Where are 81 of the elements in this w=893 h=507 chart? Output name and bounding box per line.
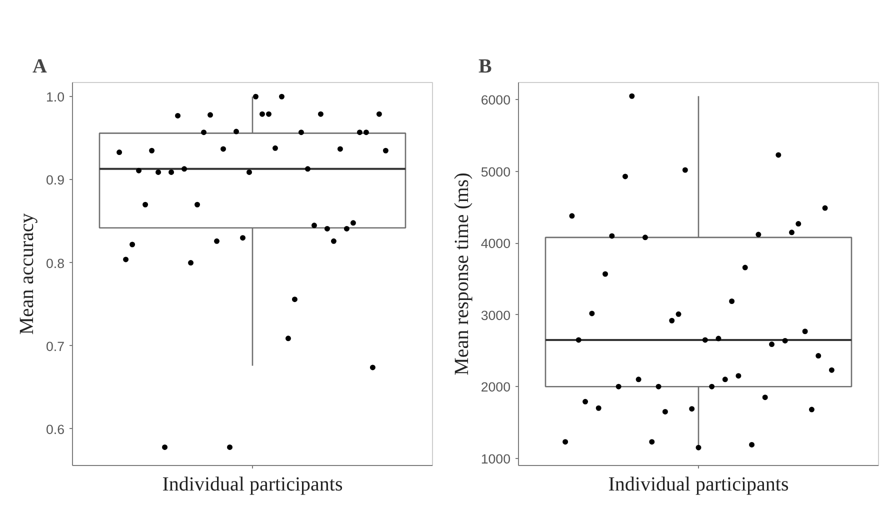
point <box>828 367 834 373</box>
y-tick-label: 1000 <box>480 451 511 466</box>
point <box>729 298 735 304</box>
y-tick-label: 2000 <box>480 380 511 395</box>
point <box>149 148 155 154</box>
point <box>344 226 350 232</box>
point <box>240 235 246 241</box>
point <box>788 230 794 236</box>
point <box>208 112 214 118</box>
point <box>376 111 382 117</box>
point <box>716 336 722 342</box>
point <box>292 296 298 302</box>
point <box>816 353 822 359</box>
point <box>220 146 226 152</box>
point <box>214 238 220 244</box>
y-tick-label: 3000 <box>480 308 511 323</box>
point <box>350 220 356 226</box>
y-tick-label: 4000 <box>480 236 511 252</box>
point <box>589 310 595 316</box>
point <box>370 364 376 370</box>
point <box>762 394 768 400</box>
point <box>662 408 668 414</box>
point <box>318 111 324 117</box>
point <box>188 260 194 266</box>
point <box>356 130 362 136</box>
point <box>175 112 181 118</box>
point <box>696 444 702 450</box>
point <box>337 146 343 152</box>
point <box>596 405 602 411</box>
point <box>311 222 317 228</box>
point <box>130 242 136 248</box>
point <box>769 342 775 348</box>
point <box>278 94 284 100</box>
chart-title: A <box>32 56 48 78</box>
y-tick-label: 0.7 <box>46 338 65 354</box>
point <box>259 111 265 117</box>
y-tick-label: 0.6 <box>46 422 65 437</box>
point <box>123 256 129 262</box>
y-tick-label: 0.9 <box>46 172 65 188</box>
x-axis-title: Individual participants <box>162 474 343 496</box>
point <box>602 271 608 277</box>
point <box>253 94 258 100</box>
point <box>324 226 330 232</box>
point <box>776 152 782 158</box>
point <box>736 373 742 379</box>
point <box>285 336 291 342</box>
point <box>802 328 808 334</box>
y-tick-label: 6000 <box>480 92 511 108</box>
point <box>569 213 575 219</box>
point <box>796 221 802 227</box>
y-tick-label: 5000 <box>480 164 511 180</box>
point <box>363 130 369 136</box>
point <box>168 169 174 175</box>
point <box>742 264 748 270</box>
y-axis-title: Mean accuracy <box>16 213 38 335</box>
point <box>330 238 336 244</box>
point <box>822 205 828 211</box>
point <box>808 406 814 412</box>
point <box>136 168 142 174</box>
point <box>682 167 688 173</box>
point <box>382 148 388 154</box>
point <box>749 442 755 448</box>
point <box>689 406 695 412</box>
point <box>622 174 628 180</box>
point <box>629 93 635 99</box>
y-tick-label: 1.0 <box>46 90 65 105</box>
point <box>642 234 648 240</box>
point <box>756 232 762 238</box>
point <box>582 398 588 404</box>
point <box>609 233 615 239</box>
point <box>116 150 122 156</box>
point <box>266 111 272 117</box>
x-axis-title: Individual participants <box>608 474 789 496</box>
point <box>272 145 278 151</box>
point <box>234 128 240 134</box>
point <box>676 311 682 317</box>
chart-title: B <box>478 56 492 78</box>
point <box>782 338 788 344</box>
y-tick-label: 0.8 <box>46 256 65 271</box>
point <box>669 318 675 324</box>
y-axis-title: Mean response time (ms) <box>450 172 473 376</box>
